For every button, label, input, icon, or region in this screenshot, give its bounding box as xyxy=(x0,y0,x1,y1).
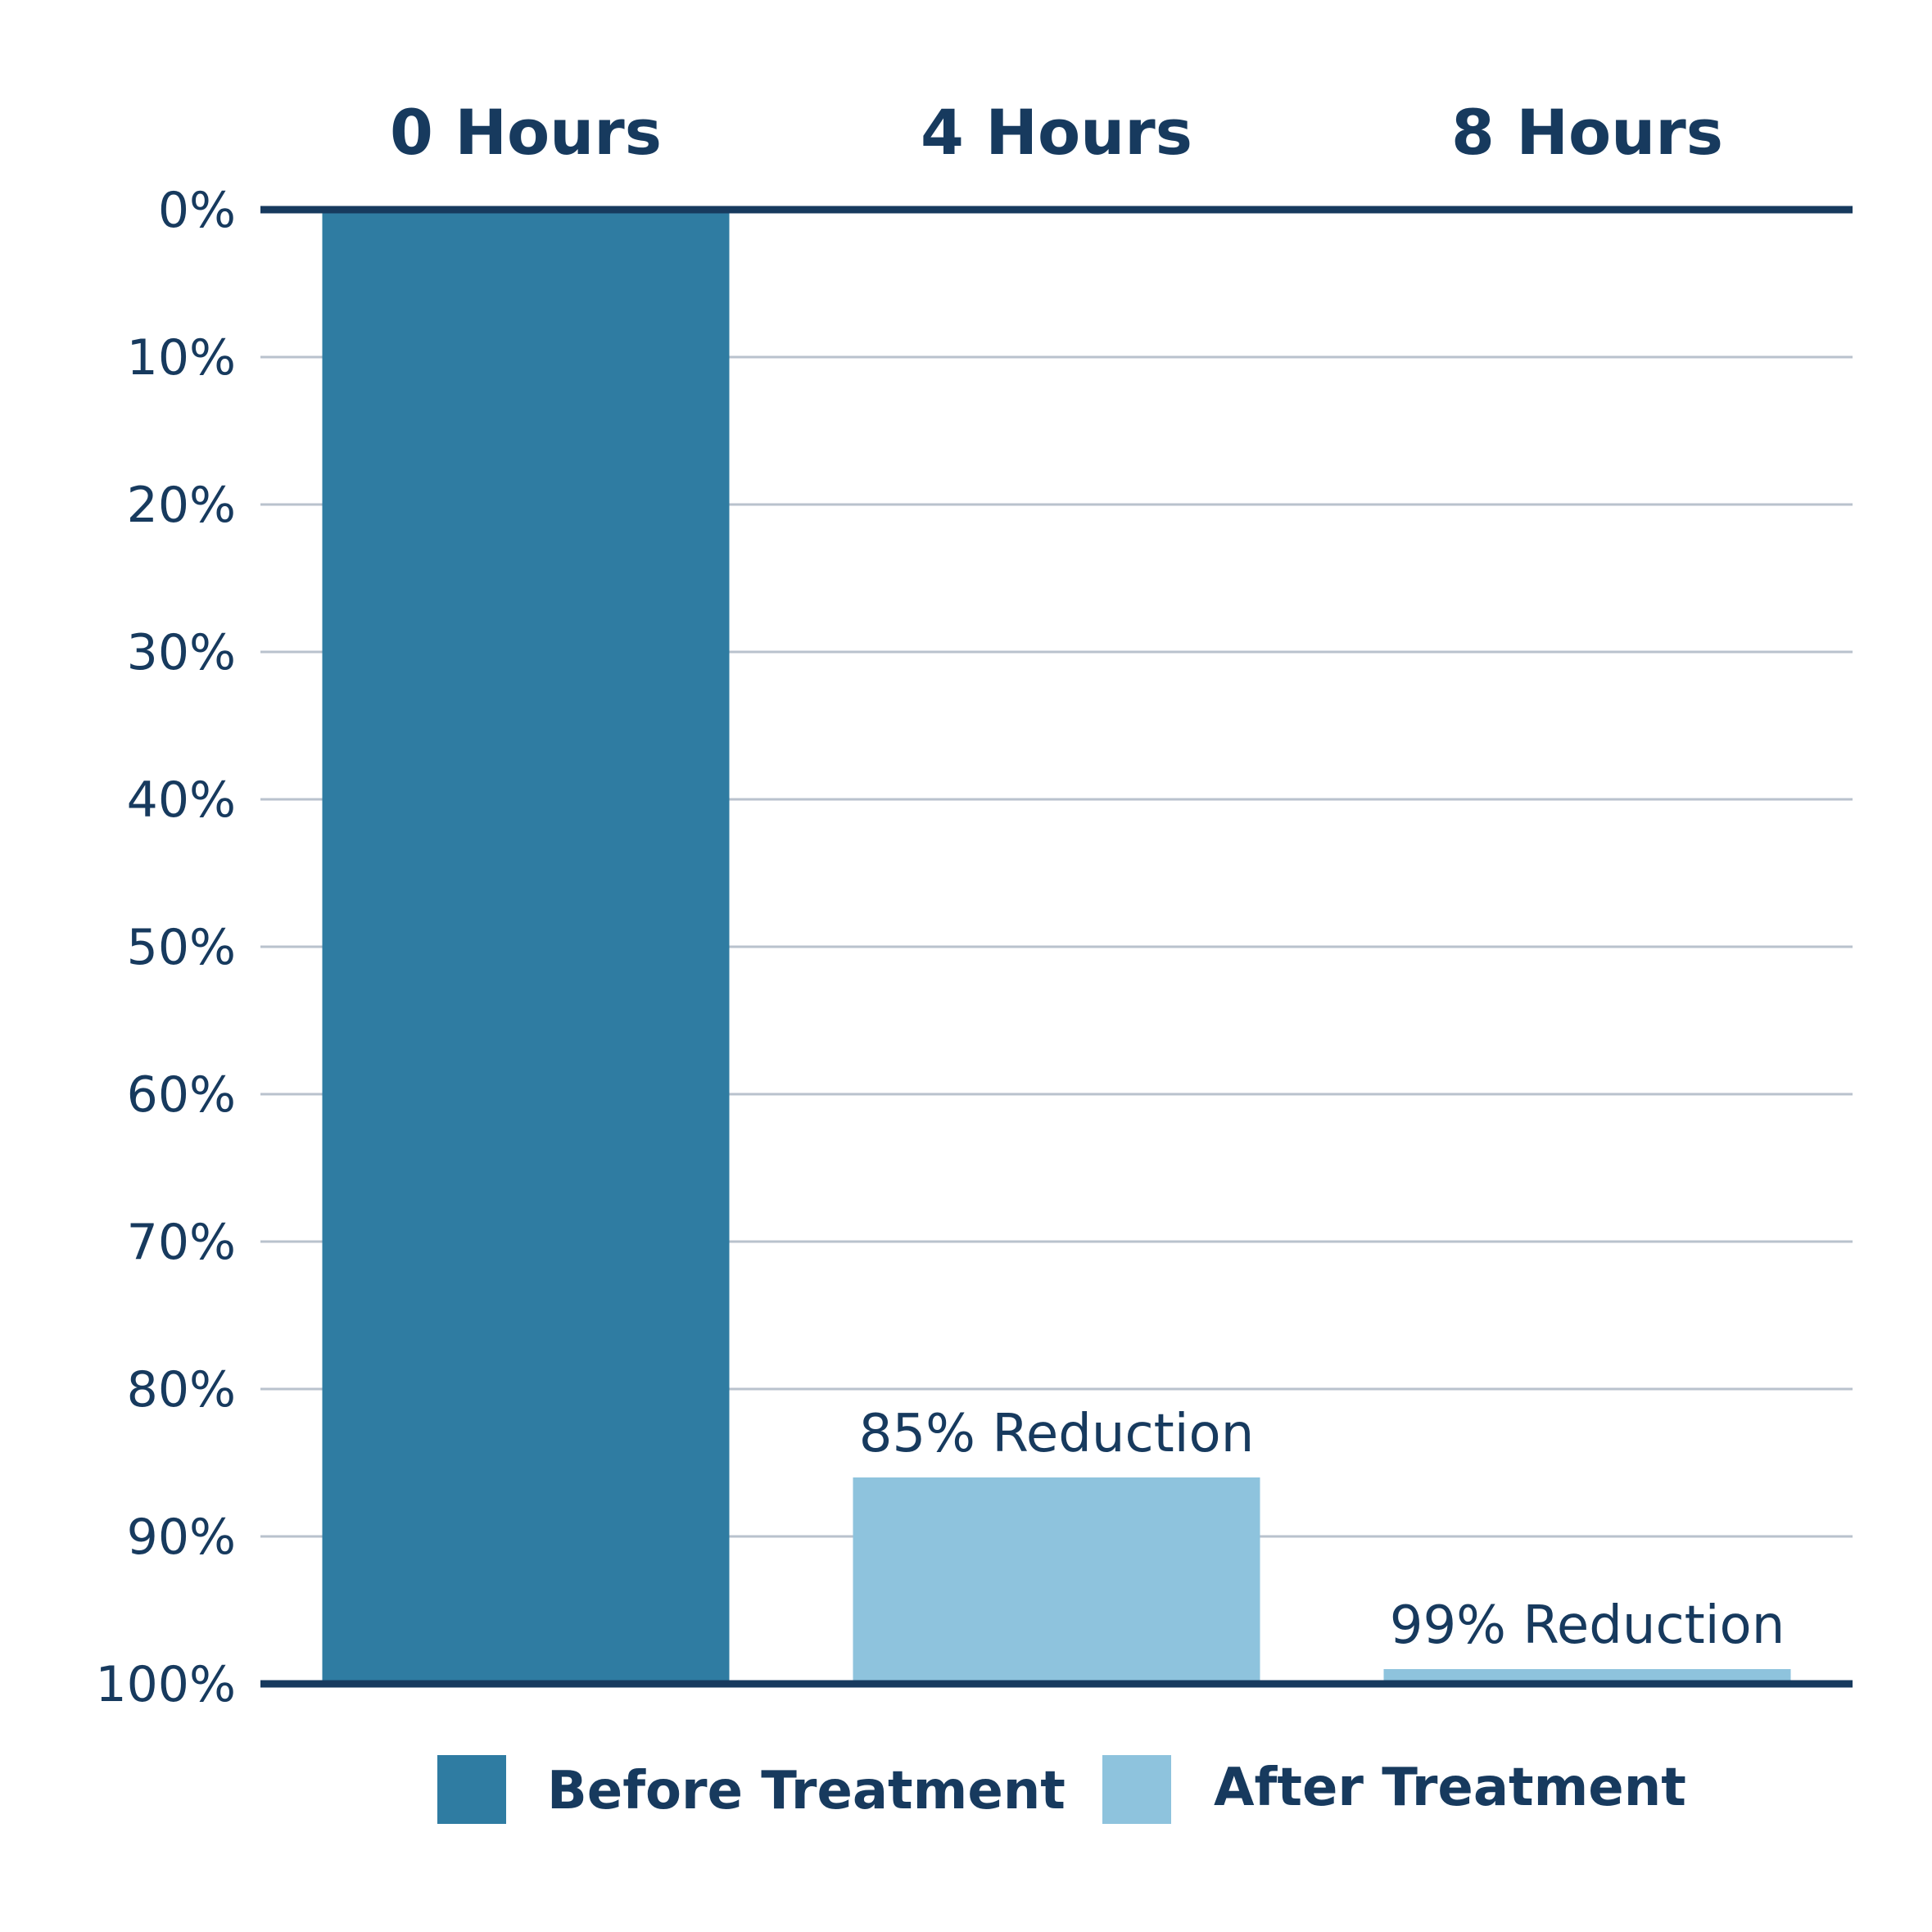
axes xyxy=(260,206,1853,1688)
data-label-1: 85% Reduction xyxy=(859,1404,1255,1464)
y-tick-label-5: 50% xyxy=(127,919,236,976)
y-tick-label-7: 70% xyxy=(127,1214,236,1271)
y-tick-label-3: 30% xyxy=(127,624,236,681)
category-label-2: 8 Hours xyxy=(1451,96,1723,169)
y-tick-label-8: 80% xyxy=(127,1361,236,1418)
legend: Before Treatment After Treatment xyxy=(437,1755,1686,1824)
y-tick-labels: 0% 10% 20% 30% 40% 50% 60% 70% 80% 90% 100% xyxy=(95,182,236,1713)
y-tick-label-10: 100% xyxy=(95,1656,236,1713)
y-tick-label-4: 40% xyxy=(127,771,236,829)
y-tick-label-1: 10% xyxy=(127,329,236,387)
category-label-0: 0 Hours xyxy=(390,96,662,169)
y-tick-label-6: 60% xyxy=(127,1066,236,1124)
legend-swatch-1 xyxy=(1102,1755,1171,1824)
data-label-2: 99% Reduction xyxy=(1390,1595,1785,1656)
category-labels: 0 Hours 4 Hours 8 Hours xyxy=(390,96,1723,169)
legend-swatch-0 xyxy=(437,1755,506,1824)
category-label-1: 4 Hours xyxy=(921,96,1192,169)
y-tick-label-2: 20% xyxy=(127,477,236,534)
y-tick-label-0: 0% xyxy=(158,182,236,239)
bar-after-treatment-1 xyxy=(853,1477,1260,1684)
bars xyxy=(322,210,1791,1684)
bar-before-treatment-0 xyxy=(322,210,730,1684)
legend-label-1: After Treatment xyxy=(1214,1758,1686,1818)
y-tick-label-9: 90% xyxy=(127,1509,236,1566)
legend-label-0: Before Treatment xyxy=(547,1761,1066,1821)
data-labels: 85% Reduction 99% Reduction xyxy=(859,1404,1785,1656)
